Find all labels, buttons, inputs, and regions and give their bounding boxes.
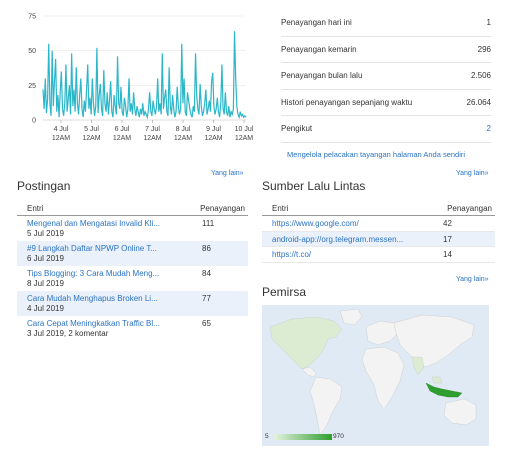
sources-more-link[interactable]: Yang lain»	[456, 170, 489, 177]
stat-value: 26.064	[466, 97, 491, 107]
stat-label: Pengikut	[281, 124, 313, 134]
chart-y-ticks: 75 50 25 0	[28, 14, 36, 125]
x-tick-label: 12AM	[113, 135, 131, 142]
col-entry: Entri	[272, 203, 289, 213]
map-central-america[interactable]	[301, 366, 317, 378]
table-row: Mengenal dan Mengatasi Invalid Kli... 5 …	[17, 216, 248, 241]
post-views: 86	[202, 244, 211, 253]
x-tick-label: 12AM	[52, 135, 70, 142]
post-views: 65	[202, 319, 211, 328]
y-tick-label: 50	[28, 48, 36, 55]
stat-followers: Pengikut 2	[281, 116, 491, 143]
map-legend: 5 970	[264, 432, 354, 442]
stats-panel: Penayangan hari ini 1 Penayangan kemarin 2…	[281, 10, 491, 143]
post-title-link[interactable]: #9 Langkah Daftar NPWP Online T...	[27, 244, 157, 253]
stat-label: Penayangan hari ini	[281, 18, 352, 28]
table-row: Cara Cepat Meningkatkan Traffic Bl... 3 …	[17, 316, 248, 341]
views-line-chart: 75 50 25 0 4 Jul 12AM 5 Jul 12AM 6 Jul 12AM 7 Jul…	[28, 14, 254, 143]
table-row: https://www.google.com/ 42	[262, 216, 495, 232]
table-row: android-app://org.telegram.messen... 17	[262, 231, 495, 247]
x-tick-label: 7 Jul	[145, 126, 160, 133]
chart-series-line	[42, 31, 247, 120]
posts-table-header: Entri Penayangan	[17, 201, 248, 216]
map-india[interactable]	[411, 356, 425, 376]
post-title-link[interactable]: Mengenal dan Mengatasi Invalid Kli...	[27, 219, 160, 228]
source-url-link[interactable]: https://t.co/	[272, 250, 312, 259]
x-tick-label: 10 Jul	[235, 126, 254, 133]
post-title-link[interactable]: Tips Blogging: 3 Cara Mudah Meng...	[27, 269, 160, 278]
source-views: 42	[443, 219, 452, 228]
stat-value: 296	[477, 44, 491, 54]
legend-gradient	[274, 434, 332, 440]
posts-title: Postingan	[17, 179, 71, 193]
sources-table: Entri Penayangan https://www.google.com/…	[262, 201, 495, 263]
x-tick-label: 8 Jul	[176, 126, 191, 133]
table-row: Tips Blogging: 3 Cara Mudah Meng... 8 Ju…	[17, 266, 248, 291]
posts-more-link[interactable]: Yang lain»	[211, 170, 244, 177]
map-south-america[interactable]	[309, 376, 343, 436]
chart-x-ticks: 4 Jul 12AM 5 Jul 12AM 6 Jul 12AM 7 Jul 12AM 8 Ju…	[52, 120, 254, 142]
post-views: 77	[202, 294, 211, 303]
map-asia[interactable]	[393, 314, 475, 368]
stat-all-time: Histori penayangan sepanjang waktu 26.064	[281, 90, 491, 116]
legend-max: 970	[333, 433, 344, 440]
stat-value: 2.506	[470, 71, 491, 81]
y-tick-label: 75	[28, 14, 36, 21]
stat-today: Penayangan hari ini 1	[281, 10, 491, 37]
audience-title: Pemirsa	[262, 285, 307, 299]
map-europe[interactable]	[365, 320, 399, 346]
post-title-link[interactable]: Cara Mudah Menghapus Broken Li...	[27, 294, 158, 303]
stat-yesterday: Penayangan kemarin 296	[281, 37, 491, 63]
stat-label: Penayangan kemarin	[281, 44, 357, 54]
map-indonesia[interactable]	[425, 382, 463, 398]
map-greenland[interactable]	[339, 308, 363, 326]
col-views: Penayangan	[447, 203, 492, 213]
x-tick-label: 12AM	[204, 135, 222, 142]
legend-min: 5	[265, 433, 269, 440]
source-views: 17	[443, 234, 452, 244]
source-url-link[interactable]: android-app://org.telegram.messen...	[272, 234, 404, 244]
post-date: 3 Jul 2019, 2 komentar	[27, 329, 109, 338]
x-tick-label: 5 Jul	[84, 126, 99, 133]
sources-title: Sumber Lalu Lintas	[262, 179, 366, 193]
x-tick-label: 12AM	[235, 135, 253, 142]
col-entry: Entri	[27, 203, 44, 213]
post-date: 8 Jul 2019	[27, 279, 64, 288]
post-views: 84	[202, 269, 211, 278]
x-tick-label: 12AM	[174, 135, 192, 142]
x-tick-label: 6 Jul	[115, 126, 130, 133]
post-views: 111	[202, 219, 215, 228]
stat-label: Penayangan bulan lalu	[281, 71, 363, 81]
x-tick-label: 9 Jul	[206, 126, 221, 133]
x-tick-label: 12AM	[82, 135, 100, 142]
audience-more-link[interactable]: Yang lain»	[456, 276, 489, 283]
y-tick-label: 0	[32, 118, 36, 125]
x-tick-label: 4 Jul	[54, 126, 69, 133]
world-map[interactable]	[262, 305, 489, 446]
post-title-link[interactable]: Cara Cepat Meningkatkan Traffic Bl...	[27, 319, 160, 328]
post-date: 5 Jul 2019	[27, 229, 64, 238]
table-row: #9 Langkah Daftar NPWP Online T... 6 Jul…	[17, 241, 248, 266]
manage-tracking-link[interactable]: Mengelola pelacakan tayangan halaman And…	[287, 150, 466, 159]
source-views: 14	[443, 250, 452, 259]
stat-last-month: Penayangan bulan lalu 2.506	[281, 63, 491, 90]
map-africa[interactable]	[361, 346, 405, 410]
posts-table: Entri Penayangan Mengenal dan Mengatasi …	[17, 201, 248, 341]
followers-link[interactable]: 2	[486, 124, 491, 134]
x-tick-label: 12AM	[143, 135, 161, 142]
map-north-america[interactable]	[269, 316, 343, 370]
col-views: Penayangan	[200, 203, 245, 213]
source-url-link[interactable]: https://www.google.com/	[272, 219, 359, 228]
y-tick-label: 25	[28, 83, 36, 90]
post-date: 4 Jul 2019	[27, 304, 64, 313]
map-malaysia[interactable]	[431, 376, 443, 384]
post-date: 6 Jul 2019	[27, 254, 64, 263]
stat-label: Histori penayangan sepanjang waktu	[281, 97, 413, 107]
sources-table-header: Entri Penayangan	[262, 201, 495, 216]
stat-value: 1	[486, 18, 491, 28]
table-row: Cara Mudah Menghapus Broken Li... 4 Jul …	[17, 291, 248, 316]
map-australia[interactable]	[443, 398, 477, 426]
table-row: https://t.co/ 14	[262, 247, 495, 263]
